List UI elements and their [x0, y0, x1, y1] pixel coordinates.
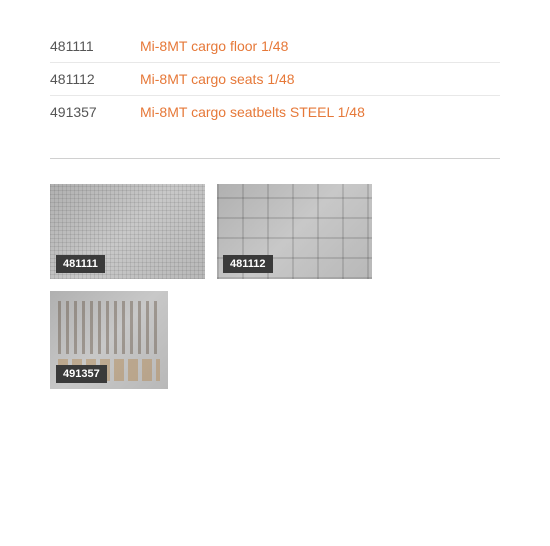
- product-list: 481111 Mi-8MT cargo floor 1/48 481112 Mi…: [50, 30, 500, 128]
- thumbnail-label: 481111: [56, 255, 105, 273]
- product-link[interactable]: Mi-8MT cargo floor 1/48: [140, 38, 288, 54]
- thumbnail-label: 481112: [223, 255, 273, 273]
- product-row: 481112 Mi-8MT cargo seats 1/48: [50, 63, 500, 96]
- product-link[interactable]: Mi-8MT cargo seatbelts STEEL 1/48: [140, 104, 365, 120]
- pattern-icon: [58, 301, 160, 354]
- product-code: 481111: [50, 38, 140, 54]
- thumbnail-label: 491357: [56, 365, 107, 383]
- product-row: 491357 Mi-8MT cargo seatbelts STEEL 1/48: [50, 96, 500, 128]
- thumbnail-item[interactable]: 491357: [50, 291, 168, 389]
- thumbnail-grid: 481111 481112 491357: [50, 184, 500, 389]
- section-divider: [50, 158, 500, 159]
- thumbnail-item[interactable]: 481112: [217, 184, 372, 279]
- product-code: 481112: [50, 71, 140, 87]
- thumbnail-item[interactable]: 481111: [50, 184, 205, 279]
- product-link[interactable]: Mi-8MT cargo seats 1/48: [140, 71, 295, 87]
- product-row: 481111 Mi-8MT cargo floor 1/48: [50, 30, 500, 63]
- product-code: 491357: [50, 104, 140, 120]
